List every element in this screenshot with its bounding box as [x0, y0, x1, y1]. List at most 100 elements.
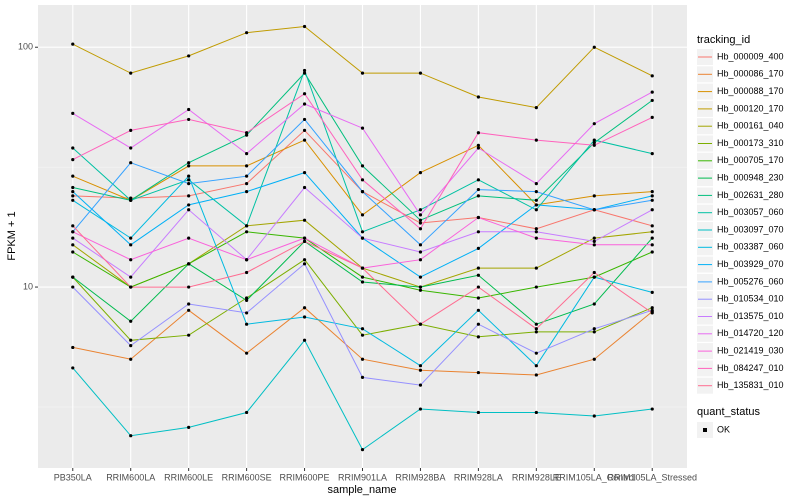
data-point: [592, 357, 596, 361]
data-point: [418, 250, 423, 254]
data-point: [129, 128, 133, 132]
data-point: [418, 221, 423, 225]
data-point: [418, 368, 423, 372]
data-point: [245, 351, 249, 355]
legend-label: Hb_000705_170: [717, 155, 784, 165]
data-point: [592, 270, 596, 275]
data-point: [360, 327, 365, 331]
data-point: [302, 68, 307, 73]
x-tick-label: RRIM600LE: [164, 472, 213, 482]
data-point: [71, 42, 75, 46]
data-point: [71, 185, 75, 190]
data-point: [360, 71, 365, 75]
data-point: [592, 138, 596, 142]
data-point: [476, 335, 480, 339]
legend-label: Hb_000161_040: [717, 121, 784, 131]
y-axis-title: FPKM + 1: [6, 211, 18, 260]
data-point: [187, 161, 191, 165]
data-point: [129, 146, 133, 150]
data-point: [302, 92, 307, 96]
data-point: [71, 243, 75, 247]
data-point: [534, 327, 538, 331]
data-point: [302, 128, 307, 132]
data-point: [476, 215, 480, 220]
data-point: [245, 174, 249, 178]
legend-title: quant_status: [697, 406, 760, 418]
data-point: [302, 218, 307, 222]
data-point: [418, 285, 423, 289]
data-point: [129, 196, 133, 200]
data-point: [592, 327, 596, 331]
data-point: [71, 345, 75, 350]
data-point: [302, 117, 307, 122]
data-point: [187, 194, 191, 198]
data-point: [476, 187, 480, 192]
data-point: [129, 236, 133, 240]
data-point: [476, 285, 480, 289]
data-point: [534, 266, 538, 270]
data-point: [129, 243, 133, 247]
data-point: [650, 311, 654, 315]
data-point: [302, 338, 307, 342]
data-point: [418, 243, 423, 247]
data-point: [418, 383, 423, 387]
data-point: [245, 182, 249, 186]
data-point: [476, 308, 480, 312]
x-tick-label: PB350LA: [54, 472, 92, 482]
legend-label: Hb_005276_060: [717, 276, 784, 286]
data-point: [534, 203, 538, 207]
y-tick-label: 10: [23, 281, 33, 291]
data-point: [476, 143, 480, 147]
legend-label: Hb_013575_010: [717, 311, 784, 321]
data-point: [476, 194, 480, 198]
data-point: [534, 208, 538, 212]
data-point: [476, 131, 480, 135]
data-point: [650, 308, 654, 312]
data-point: [360, 126, 365, 130]
data-point: [592, 141, 596, 145]
data-point: [129, 344, 133, 348]
data-point: [534, 330, 538, 334]
data-point: [418, 213, 423, 217]
data-point: [245, 190, 249, 194]
data-point: [534, 364, 538, 368]
data-point: [129, 338, 133, 342]
data-point: [302, 315, 307, 319]
x-tick-label: RRIM600PE: [280, 472, 330, 482]
x-tick-label: RRIM105LA_Control: [553, 472, 636, 482]
data-point: [71, 230, 75, 234]
data-point: [534, 138, 538, 142]
data-point: [418, 407, 423, 411]
x-tick-label: RRIM928LA: [454, 472, 503, 482]
data-point: [650, 208, 654, 212]
data-point: [418, 322, 423, 326]
data-point: [302, 171, 307, 175]
x-tick-label: RRIM901LA: [338, 472, 387, 482]
legend-label: Hb_000173_310: [717, 138, 784, 148]
data-point: [71, 111, 75, 115]
data-point: [302, 262, 307, 266]
data-point: [418, 288, 423, 292]
data-point: [650, 152, 654, 156]
data-point: [245, 258, 249, 262]
data-point: [71, 250, 75, 254]
data-point: [302, 102, 307, 106]
data-point: [418, 71, 423, 75]
data-point: [418, 227, 423, 231]
data-point: [187, 203, 191, 207]
data-point: [187, 182, 191, 186]
data-point: [187, 236, 191, 240]
legend-label: Hb_003057_060: [717, 207, 784, 217]
data-point: [650, 306, 654, 310]
data-point: [71, 174, 75, 178]
data-point: [187, 174, 191, 178]
data-point: [360, 178, 365, 182]
data-point: [245, 296, 249, 300]
data-point: [650, 230, 654, 234]
data-point: [476, 370, 480, 375]
data-point: [592, 414, 596, 418]
data-point: [360, 333, 365, 337]
data-point: [129, 71, 133, 75]
